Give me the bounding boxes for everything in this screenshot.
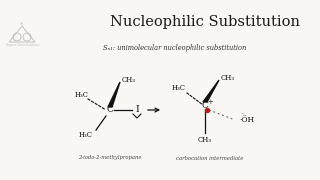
Text: C: C bbox=[107, 105, 113, 114]
Polygon shape bbox=[203, 80, 219, 102]
Text: CH₃: CH₃ bbox=[122, 76, 136, 84]
Text: CH₃: CH₃ bbox=[221, 74, 235, 82]
Text: H₃C: H₃C bbox=[79, 131, 93, 139]
Text: C: C bbox=[202, 100, 208, 109]
Text: H₃C: H₃C bbox=[75, 91, 89, 99]
Text: H₃C: H₃C bbox=[172, 84, 186, 92]
Text: ¨: ¨ bbox=[240, 113, 244, 118]
Text: +: + bbox=[207, 98, 213, 106]
Text: Organic Chem Solutions: Organic Chem Solutions bbox=[5, 43, 38, 47]
Text: carbocation intermediate: carbocation intermediate bbox=[176, 156, 244, 161]
Text: ·ÖH: ·ÖH bbox=[239, 116, 254, 124]
Text: CH₃: CH₃ bbox=[198, 136, 212, 144]
Text: Sₙ₁: unimolecular nucleophilic substitution: Sₙ₁: unimolecular nucleophilic substitut… bbox=[103, 44, 247, 52]
Text: *: * bbox=[20, 22, 24, 28]
Polygon shape bbox=[108, 82, 120, 107]
Text: I: I bbox=[135, 105, 139, 114]
Text: 2-iodo-2-methylpropane: 2-iodo-2-methylpropane bbox=[78, 156, 142, 161]
Text: Nucleophilic Substitution: Nucleophilic Substitution bbox=[110, 15, 300, 29]
